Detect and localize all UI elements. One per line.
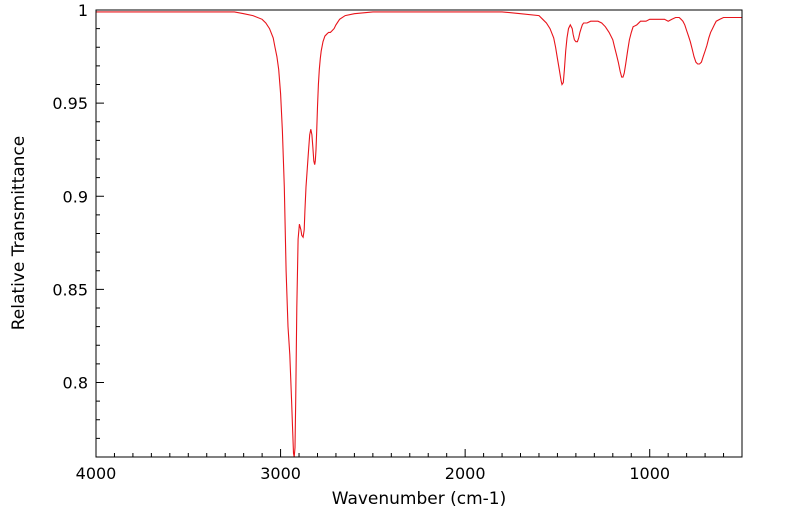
x-axis-title: Wavenumber (cm-1) xyxy=(332,489,507,509)
y-tick-label: 0.95 xyxy=(52,94,88,113)
y-tick-label: 0.85 xyxy=(52,280,88,299)
y-tick-labels: 1 0.95 0.9 0.85 0.8 xyxy=(52,1,88,393)
transmittance-line xyxy=(96,11,742,458)
x-tick-label: 2000 xyxy=(445,464,486,483)
x-tick-label: 3000 xyxy=(260,464,301,483)
y-ticks xyxy=(96,9,104,458)
y-tick-label: 1 xyxy=(78,1,88,20)
x-ticks xyxy=(95,449,725,457)
y-tick-label: 0.9 xyxy=(63,187,88,206)
x-tick-label: 4000 xyxy=(76,464,117,483)
x-tick-labels: 4000 3000 2000 1000 xyxy=(76,464,670,483)
y-axis-title: Relative Transmittance xyxy=(9,136,29,331)
x-tick-label: 1000 xyxy=(629,464,670,483)
plot-frame xyxy=(95,9,743,458)
y-tick-label: 0.8 xyxy=(63,374,88,393)
